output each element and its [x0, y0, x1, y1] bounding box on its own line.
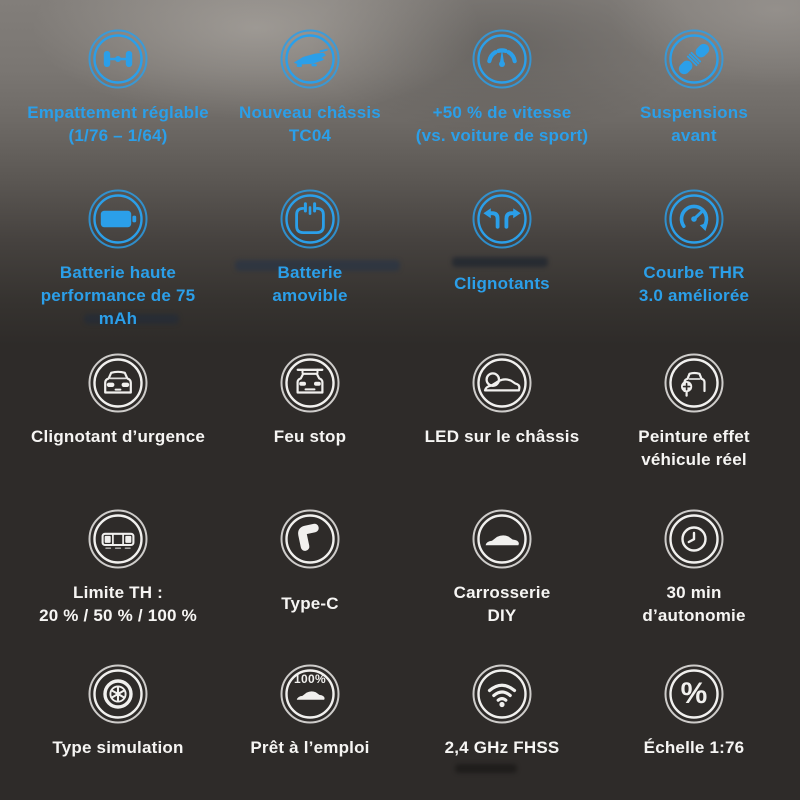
feature-label: 30 min d’autonomie: [642, 583, 746, 625]
feature-label: Batterie amovible: [272, 263, 348, 305]
feature-label: Peinture effet véhicule réel: [638, 427, 750, 469]
ghost-artifact: [452, 257, 548, 267]
full-charge-car-icon: 100%: [279, 663, 341, 725]
car-front-icon: [87, 352, 149, 414]
usb-c-icon: [279, 508, 341, 570]
feature-scale: % Échelle 1:76: [598, 663, 790, 800]
feature-label: Type simulation: [52, 738, 184, 757]
plug-icon: [279, 188, 341, 250]
feature-label: +50 % de vitesse (vs. voiture de sport): [415, 103, 589, 145]
car-headlight-icon: [471, 352, 533, 414]
chassis-icon: [279, 28, 341, 90]
feature-label: LED sur le châssis: [424, 427, 580, 446]
feature-label: Nouveau châssis TC04: [239, 103, 381, 145]
feature-label: Empattement réglable (1/76 – 1/64): [27, 103, 209, 145]
percent-glyph: %: [680, 677, 708, 710]
ghost-artifact: [84, 314, 179, 324]
feature-adjustable-wheelbase: Empattement réglable (1/76 – 1/64): [22, 28, 214, 188]
speedometer-icon: [471, 28, 533, 90]
tire-icon: [87, 663, 149, 725]
feature-chassis-led: LED sur le châssis: [406, 352, 598, 508]
feature-label: Batterie haute performance de 75 mAh: [40, 263, 196, 328]
feature-label: Suspensions avant: [639, 103, 748, 145]
feature-emergency-flasher: Clignotant d’urgence: [22, 352, 214, 508]
percent-icon: %: [663, 663, 725, 725]
gauge-arrow-icon: [663, 188, 725, 250]
wifi-icon: [471, 663, 533, 725]
feature-th-limit: Limite TH : 20 % / 50 % / 100 %: [22, 508, 214, 663]
feature-simulation-tires: Type simulation: [22, 663, 214, 800]
throttle-limit-icon: [87, 508, 149, 570]
feature-radio-system: 2,4 GHz FHSS: [406, 663, 598, 800]
car-rear-icon: [279, 352, 341, 414]
battery-icon: [87, 188, 149, 250]
clock-icon: [663, 508, 725, 570]
feature-type-c: Type-C: [214, 508, 406, 663]
feature-diy-body: Carrosserie DIY: [406, 508, 598, 663]
feature-high-performance-battery: Batterie haute performance de 75 mAh: [22, 188, 214, 352]
feature-label: Clignotant d’urgence: [31, 427, 205, 446]
feature-label: Courbe THR 3.0 améliorée: [638, 263, 750, 305]
feature-real-paint-effect: Peinture effet véhicule réel: [598, 352, 790, 508]
feature-label: Carrosserie DIY: [453, 583, 551, 625]
feature-label: Feu stop: [273, 427, 347, 446]
charge-percent-text: 100%: [294, 672, 326, 686]
car-body-icon: [471, 508, 533, 570]
ghost-artifact: [455, 764, 517, 773]
axle-icon: [87, 28, 149, 90]
feature-brake-light: Feu stop: [214, 352, 406, 508]
feature-removable-battery: Batterie amovible: [214, 188, 406, 352]
feature-label: 2,4 GHz FHSS: [444, 738, 560, 757]
feature-ready-to-run: 100% Prêt à l’emploi: [214, 663, 406, 800]
feature-label: Échelle 1:76: [643, 738, 745, 757]
car-paint-icon: [663, 352, 725, 414]
feature-label: Limite TH : 20 % / 50 % / 100 %: [39, 583, 197, 625]
feature-label: Type-C: [281, 594, 339, 613]
shock-absorber-icon: [663, 28, 725, 90]
ghost-artifact: [235, 260, 400, 271]
feature-label: Prêt à l’emploi: [250, 738, 370, 757]
feature-thr-curve: Courbe THR 3.0 améliorée: [598, 188, 790, 352]
feature-new-chassis: Nouveau châssis TC04: [214, 28, 406, 188]
feature-label: Clignotants: [454, 274, 550, 293]
feature-turn-signals: Clignotants: [406, 188, 598, 352]
feature-front-suspension: Suspensions avant: [598, 28, 790, 188]
turn-arrows-icon: [471, 188, 533, 250]
feature-runtime: 30 min d’autonomie: [598, 508, 790, 663]
feature-speed-increase: +50 % de vitesse (vs. voiture de sport): [406, 28, 598, 188]
